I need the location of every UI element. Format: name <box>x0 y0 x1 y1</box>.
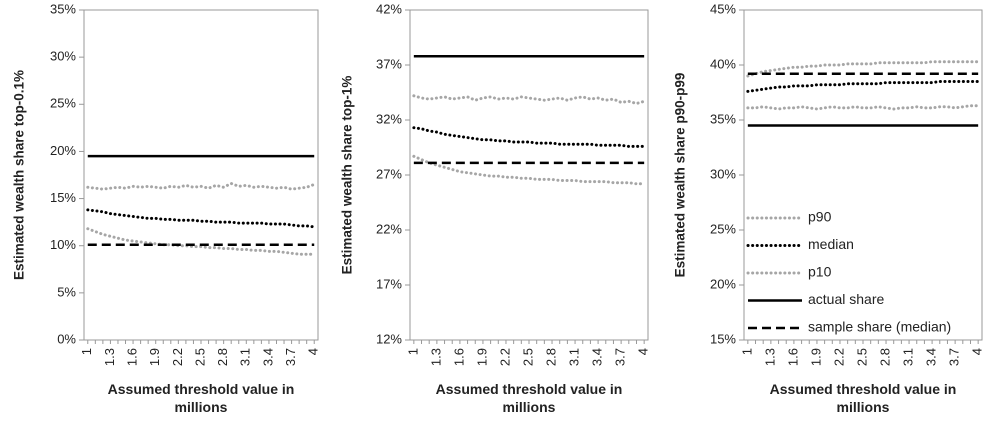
x-tick-label: 3.1 <box>238 348 253 366</box>
x-tick-label: 2.8 <box>877 348 892 366</box>
y-tick-label: 30% <box>710 166 736 181</box>
x-tick-label: 3.1 <box>567 348 582 366</box>
plot-frame <box>409 9 649 341</box>
x-tick-label: 1 <box>405 348 420 355</box>
x-tick-label: 1.6 <box>451 348 466 366</box>
y-tick-label: 32% <box>376 111 402 126</box>
x-tick-label: 3.1 <box>901 348 916 366</box>
x-tick-label: 1.3 <box>762 348 777 366</box>
x-tick-label: 2.8 <box>543 348 558 366</box>
y-tick-label: 40% <box>710 56 736 71</box>
series-line <box>412 94 646 106</box>
legend-label: p10 <box>808 264 832 280</box>
legend-label: sample share (median) <box>808 319 951 335</box>
series-line <box>746 104 980 111</box>
x-tick-label: 3.7 <box>947 348 962 366</box>
y-axis-label: Estimated wealth share p90-p99 <box>673 73 688 278</box>
x-tick-label: 3.7 <box>613 348 628 366</box>
x-tick-label: 3.4 <box>260 348 275 366</box>
x-tick-label: 1.3 <box>428 348 443 366</box>
y-tick-label: 15% <box>710 331 736 346</box>
x-tick-label: 1 <box>739 348 754 355</box>
y-tick-label: 22% <box>376 221 402 236</box>
x-tick-label: 3.4 <box>590 348 605 366</box>
series-line <box>746 80 980 93</box>
series-line <box>412 126 646 148</box>
y-tick-label: 45% <box>710 1 736 16</box>
y-tick-label: 25% <box>50 96 76 111</box>
series-line <box>86 181 316 191</box>
series-line <box>746 60 980 78</box>
x-tick-label: 1.6 <box>125 348 140 366</box>
series-line <box>86 208 316 229</box>
x-tick-label: 2.2 <box>831 348 846 366</box>
x-tick-label: 2.2 <box>497 348 512 366</box>
y-tick-label: 17% <box>376 276 402 291</box>
y-axis-label: Estimated wealth share top-0.1% <box>12 70 27 280</box>
series-line <box>412 154 646 186</box>
x-tick-label: 1.6 <box>785 348 800 366</box>
legend-label: actual share <box>808 291 884 307</box>
x-axis-label: Assumed threshold value in millions <box>435 381 623 415</box>
y-tick-label: 5% <box>57 284 76 299</box>
y-tick-label: 25% <box>710 221 736 236</box>
y-tick-label: 15% <box>50 190 76 205</box>
legend-label: p90 <box>808 209 832 225</box>
y-tick-label: 20% <box>50 143 76 158</box>
y-tick-label: 37% <box>376 56 402 71</box>
y-tick-label: 20% <box>710 276 736 291</box>
y-tick-label: 12% <box>376 331 402 346</box>
x-tick-label: 3.4 <box>924 348 939 366</box>
y-tick-label: 30% <box>50 49 76 64</box>
y-tick-label: 27% <box>376 166 402 181</box>
series-line <box>86 227 316 256</box>
y-tick-label: 35% <box>50 1 76 16</box>
x-tick-label: 3.7 <box>283 348 298 366</box>
x-tick-label: 1.3 <box>102 348 117 366</box>
y-tick-label: 10% <box>50 237 76 252</box>
y-tick-label: 0% <box>57 331 76 346</box>
x-tick-label: 4 <box>306 348 321 355</box>
x-tick-label: 4 <box>636 348 651 355</box>
x-tick-label: 2.8 <box>215 348 230 366</box>
legend-label: median <box>808 236 854 252</box>
y-axis-label: Estimated wealth share top-1% <box>340 76 355 275</box>
x-tick-label: 1.9 <box>147 348 162 366</box>
x-axis-label: Assumed threshold value in millions <box>107 381 295 415</box>
x-tick-label: 4 <box>970 348 985 355</box>
x-tick-label: 2.5 <box>192 348 207 366</box>
x-tick-label: 2.5 <box>854 348 869 366</box>
x-tick-label: 1.9 <box>808 348 823 366</box>
x-tick-label: 2.5 <box>520 348 535 366</box>
x-tick-label: 2.2 <box>170 348 185 366</box>
x-tick-label: 1.9 <box>474 348 489 366</box>
x-tick-label: 1 <box>79 348 94 355</box>
plot-frame <box>83 9 319 341</box>
y-tick-label: 42% <box>376 1 402 16</box>
x-axis-label: Assumed threshold value in millions <box>769 381 957 415</box>
y-tick-label: 35% <box>710 111 736 126</box>
